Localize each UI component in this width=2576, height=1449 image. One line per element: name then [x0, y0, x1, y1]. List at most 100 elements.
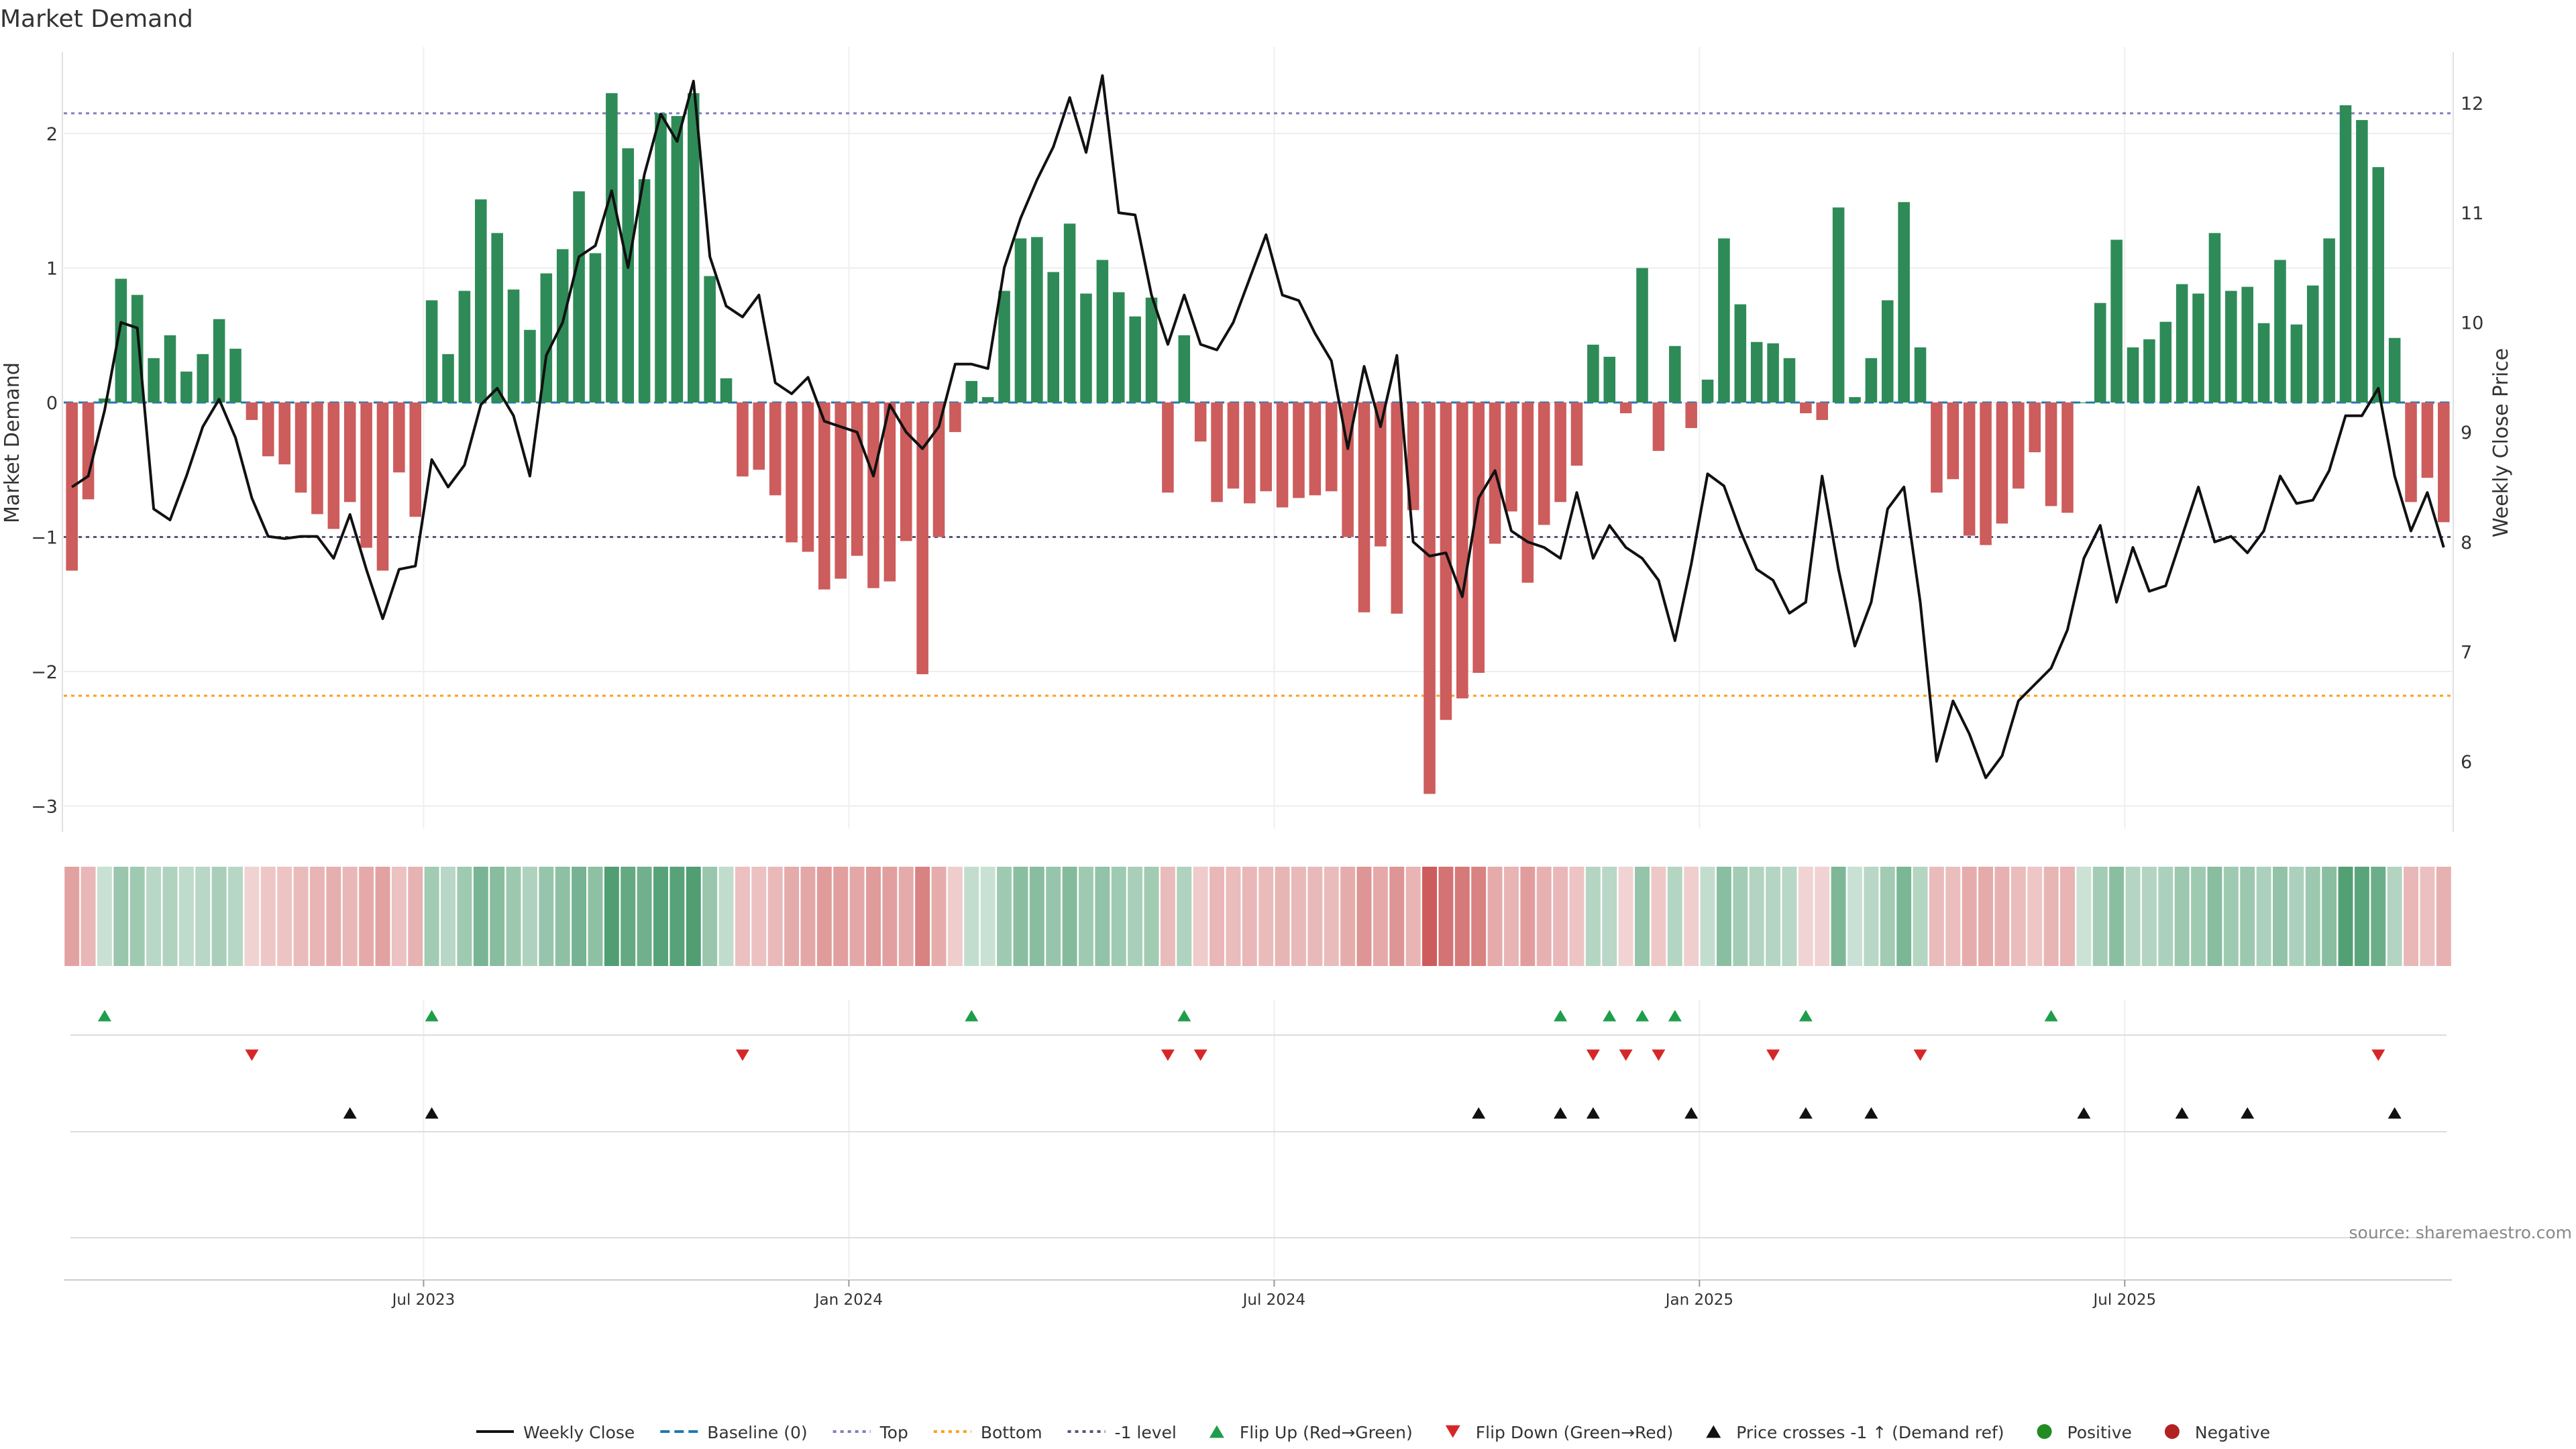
heat-cell	[997, 867, 1012, 966]
demand-bar	[1931, 402, 1943, 493]
demand-bar	[1063, 223, 1076, 402]
demand-bar	[573, 191, 585, 402]
heat-cell	[1651, 867, 1666, 966]
flip-up-marker	[1603, 1010, 1617, 1022]
heat-cell	[1880, 867, 1895, 966]
heat-cell	[277, 867, 292, 966]
heat-cell	[1896, 867, 1912, 966]
flip-up-marker	[1799, 1010, 1813, 1022]
heat-cell	[1782, 867, 1797, 966]
heat-cell	[1422, 867, 1437, 966]
demand-bar	[1031, 237, 1043, 402]
heat-cell	[2240, 867, 2255, 966]
demand-bar	[1293, 402, 1305, 498]
heat-cell	[1144, 867, 1159, 966]
demand-bar	[376, 402, 389, 571]
legend-label: Negative	[2195, 1423, 2270, 1442]
y-left-tick-label: 2	[46, 124, 58, 145]
demand-bar	[1767, 343, 1779, 402]
heat-cell	[1503, 867, 1519, 966]
heat-cell	[1945, 867, 1961, 966]
demand-bar	[1521, 402, 1534, 583]
heat-cell	[980, 867, 996, 966]
heat-cell	[653, 867, 668, 966]
flip-up-marker	[97, 1010, 111, 1022]
demand-bar	[1849, 396, 1861, 402]
demand-bar	[99, 398, 111, 402]
heat-cell	[2223, 867, 2239, 966]
demand-bar	[753, 402, 765, 470]
legend-item: Flip Down (Green→Red)	[1445, 1423, 1673, 1442]
demand-bar	[1832, 207, 1845, 402]
demand-bar	[2339, 105, 2352, 402]
demand-bar	[851, 402, 863, 556]
legend-swatch	[1706, 1425, 1721, 1438]
legend-item: Flip Up (Red→Green)	[1209, 1423, 1413, 1442]
heat-cell	[1618, 867, 1633, 966]
heat-cell	[1749, 867, 1764, 966]
heat-cell	[1831, 867, 1846, 966]
demand-bar	[2061, 402, 2074, 513]
demand-bar	[507, 289, 520, 402]
flip-down-marker	[735, 1049, 749, 1061]
heat-cell	[1095, 867, 1110, 966]
legend-label: Baseline (0)	[707, 1423, 807, 1442]
heat-cell	[2436, 867, 2451, 966]
demand-bar	[1963, 402, 1976, 536]
flip-up-marker	[2044, 1010, 2058, 1022]
demand-bar	[606, 93, 618, 402]
weekly-close-series	[71, 74, 2445, 780]
heat-cell	[1013, 867, 1028, 966]
heat-cell	[1471, 867, 1487, 966]
heat-cell	[1733, 867, 1748, 966]
flip-down-marker	[1586, 1049, 1600, 1061]
y-right-tick-label: 8	[2461, 533, 2472, 553]
heat-cell	[931, 867, 947, 966]
demand-bar	[2078, 402, 2090, 403]
y-left-tick-label: −3	[31, 797, 58, 818]
heat-cell	[2076, 867, 2092, 966]
heat-cell	[375, 867, 390, 966]
demand-bar	[2012, 402, 2025, 489]
demand-bar	[1244, 402, 1256, 504]
demand-bar	[1800, 402, 1812, 414]
demand-bar	[1194, 402, 1207, 442]
heat-cell	[1356, 867, 1372, 966]
heat-cell	[1340, 867, 1356, 966]
demand-bar	[704, 276, 716, 402]
y-right-tick-label: 7	[2461, 642, 2472, 663]
heat-cell	[211, 867, 227, 966]
demand-bar	[802, 402, 814, 552]
y-left-tick-label: 0	[46, 393, 58, 414]
demand-bar	[720, 378, 733, 402]
demand-bar	[1424, 402, 1436, 794]
demand-bar	[1178, 335, 1191, 402]
flip-down-marker	[245, 1049, 259, 1061]
legend-item: Positive	[2037, 1423, 2132, 1442]
legend-item: Weekly Close	[476, 1423, 635, 1442]
demand-bar	[1112, 292, 1125, 402]
x-tick-label: Jan 2024	[814, 1291, 883, 1309]
legend-label: Top	[879, 1423, 908, 1442]
demand-bar	[1947, 402, 1960, 480]
heat-cell	[195, 867, 211, 966]
heat-cell	[1454, 867, 1470, 966]
price-cross-marker	[1554, 1107, 1568, 1119]
demand-bar	[818, 402, 830, 590]
y-left-tick-label: 1	[46, 259, 58, 280]
price-cross-marker	[2241, 1107, 2255, 1119]
demand-bar	[2438, 402, 2450, 523]
heat-cell	[588, 867, 603, 966]
flip-up-marker	[1668, 1010, 1682, 1022]
flip-up-marker	[1554, 1010, 1568, 1022]
demand-bar	[949, 402, 961, 433]
demand-bar	[2225, 290, 2237, 402]
heat-cell	[1193, 867, 1208, 966]
heat-cell	[784, 867, 800, 966]
heat-cell	[129, 867, 145, 966]
heat-cell	[2043, 867, 2059, 966]
heat-cell	[2289, 867, 2304, 966]
heat-cell	[833, 867, 849, 966]
demand-bar	[671, 115, 684, 402]
